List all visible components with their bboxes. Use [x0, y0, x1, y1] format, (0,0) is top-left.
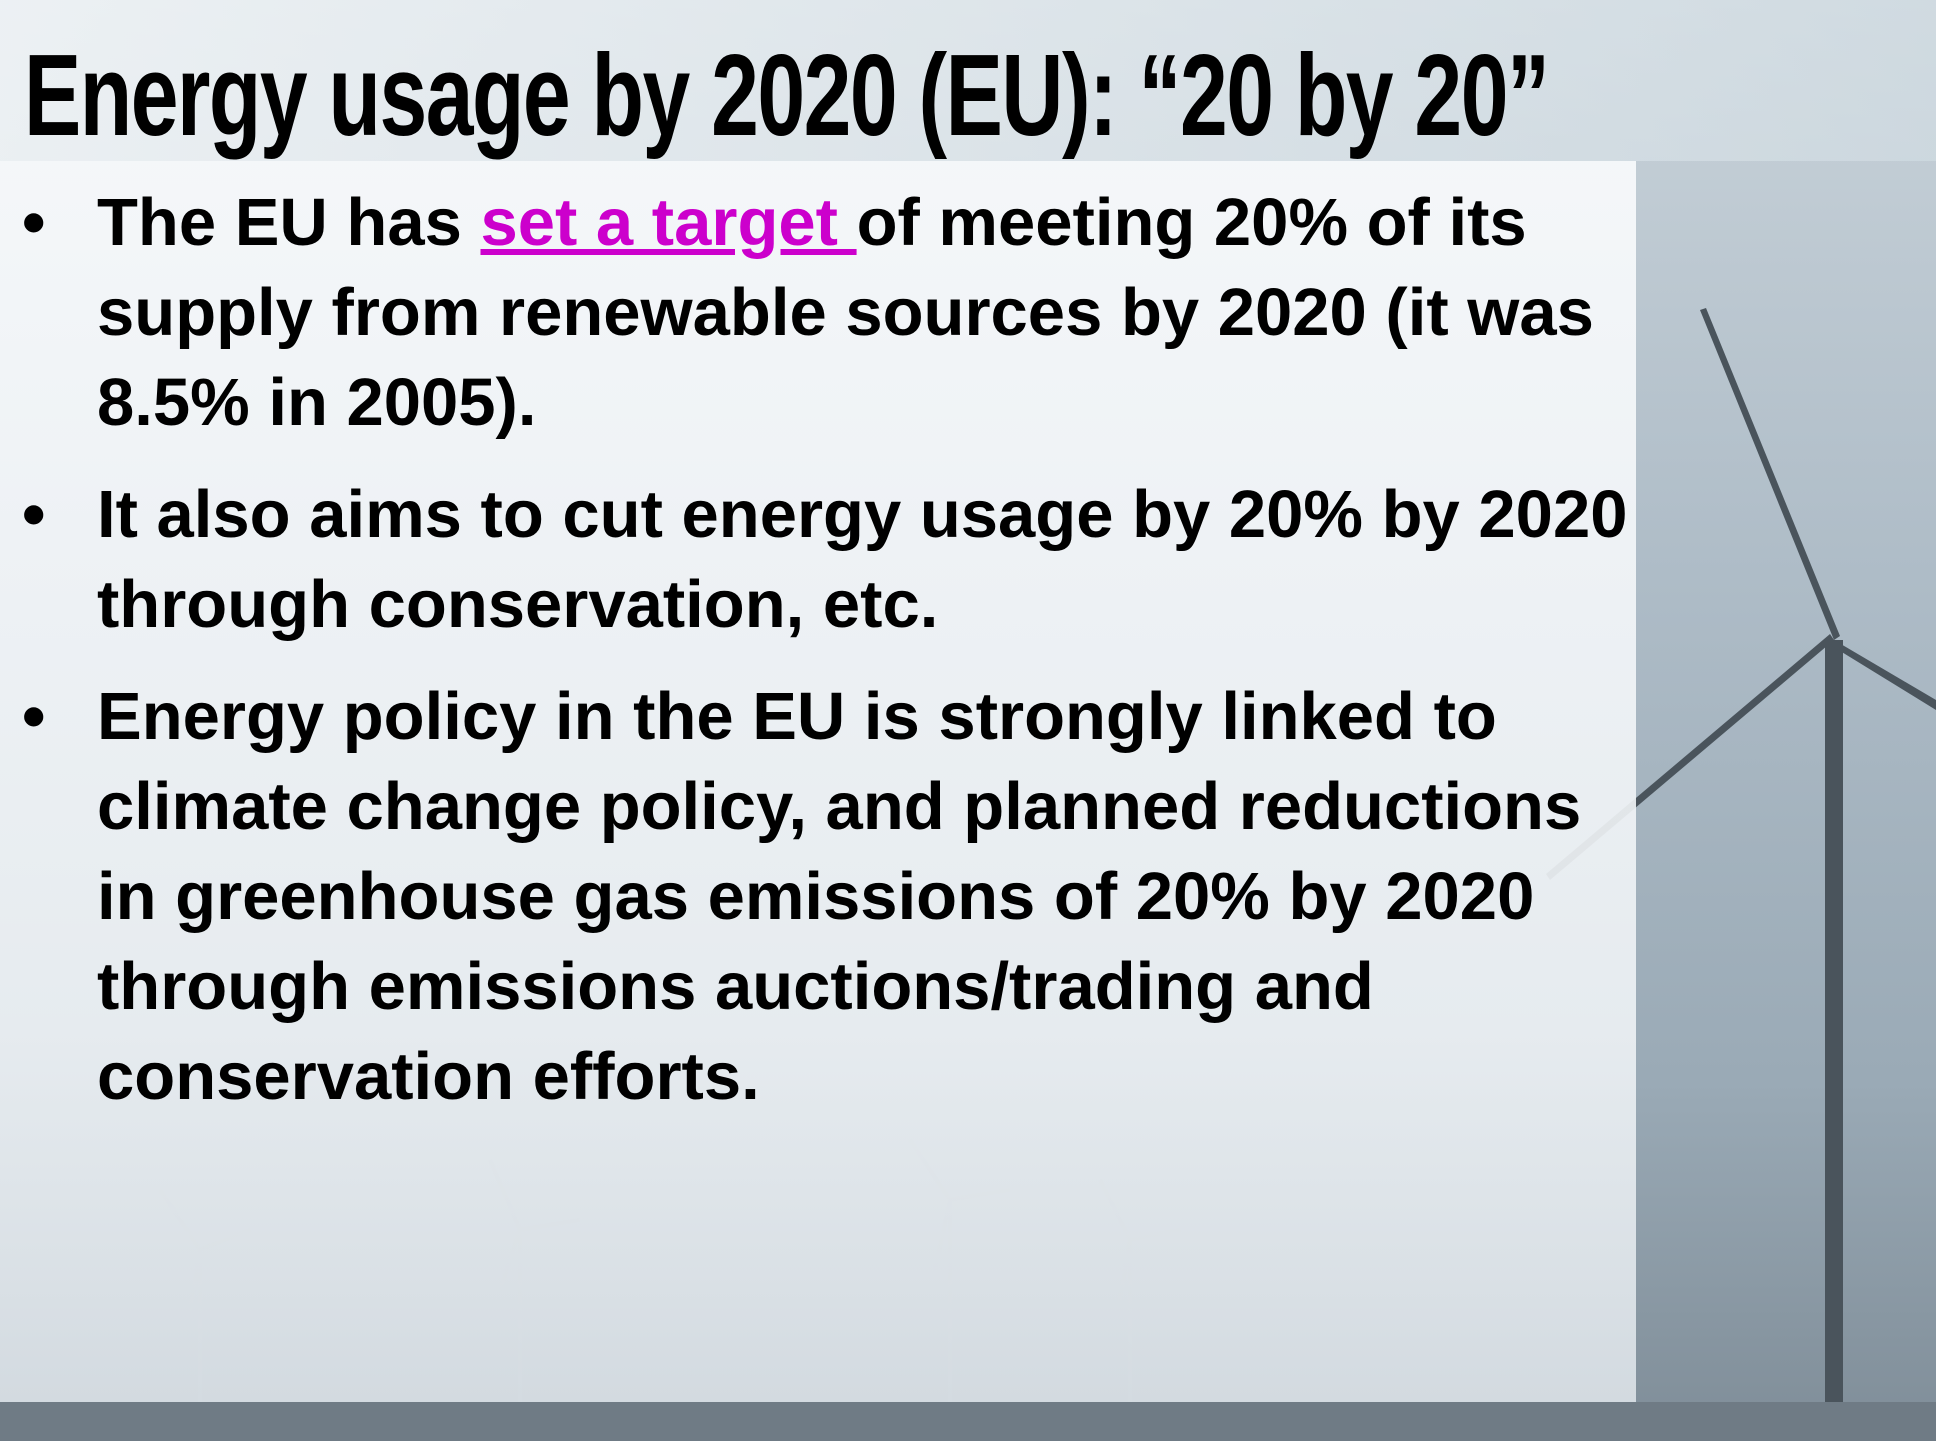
bullet-text: of meeting 20% of its supply from renewa…	[97, 185, 1594, 440]
turbine-tower	[1825, 640, 1843, 1441]
bullet-text: Energy policy in the EU is strongly link…	[97, 679, 1582, 1114]
slide-title: Energy usage by 2020 (EU): “20 by 20”	[24, 30, 1550, 160]
bullet: The EU has set a target of meeting 20% o…	[0, 178, 1640, 448]
link[interactable]: set a target	[480, 185, 857, 260]
turbine-blade	[1832, 640, 1936, 710]
bullet-list: The EU has set a target of meeting 20% o…	[0, 178, 1640, 1144]
title-band	[0, 0, 1936, 161]
turbine-blade	[1700, 308, 1840, 640]
bullet: It also aims to cut energy usage by 20% …	[0, 470, 1640, 650]
bullet-text: The EU has	[97, 185, 481, 260]
bullet: Energy policy in the EU is strongly link…	[0, 672, 1640, 1122]
ground	[0, 1402, 1936, 1441]
bullet-text: It also aims to cut energy usage by 20% …	[97, 477, 1628, 642]
